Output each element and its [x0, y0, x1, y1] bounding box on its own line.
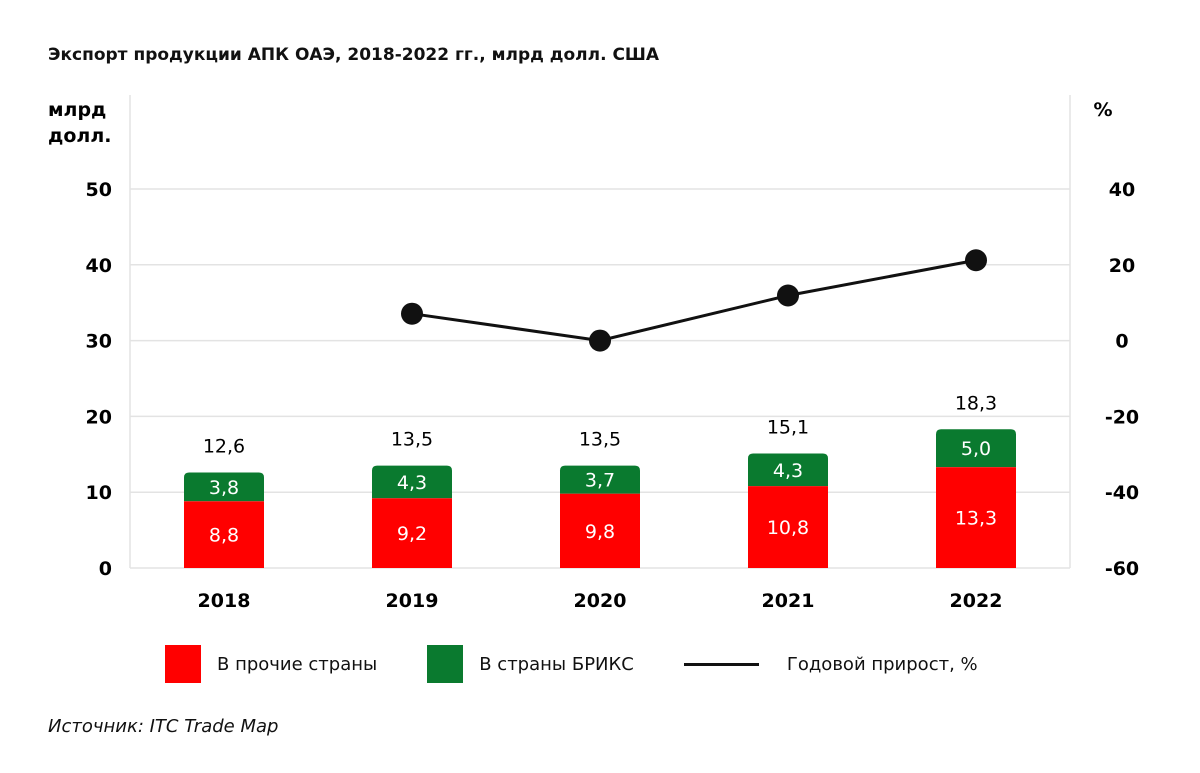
legend-item-other: В прочие страны: [165, 645, 377, 683]
bar-label-other: 9,8: [585, 521, 615, 543]
y-tick-label: 0: [99, 558, 112, 580]
bar-brics: [748, 453, 828, 487]
growth-point: [401, 302, 423, 325]
legend-swatch-other: [165, 645, 201, 683]
bar-total-label: 13,5: [579, 429, 621, 451]
bar-brics: [560, 465, 640, 494]
bar-label-brics: 4,3: [773, 460, 803, 482]
bar-other: [560, 493, 640, 568]
bar-brics: [936, 429, 1016, 468]
y-tick-label: 30: [86, 331, 112, 353]
x-tick-label: 2021: [762, 590, 815, 612]
y2-axis-label: %: [1093, 99, 1112, 121]
growth-line: [411, 258, 977, 343]
bar-label-other: 9,2: [397, 523, 427, 545]
bar-label-brics: 3,8: [209, 477, 239, 499]
x-tick-label: 2019: [386, 590, 439, 612]
bar-brics: [184, 472, 264, 502]
bar-label-brics: 4,3: [397, 472, 427, 494]
bar-brics: [372, 465, 452, 499]
growth-point: [777, 284, 799, 307]
bar-label-other: 10,8: [767, 517, 809, 539]
y2-tick-label: 20: [1109, 255, 1135, 277]
legend: В прочие страны В страны БРИКС Годовой п…: [165, 645, 1028, 683]
x-tick-label: 2020: [574, 590, 627, 612]
bar-label-other: 13,3: [955, 508, 997, 530]
legend-label-growth: Годовой прирост, %: [786, 653, 978, 675]
x-tick-label: 2018: [198, 590, 251, 612]
growth-point: [965, 249, 987, 272]
legend-item-growth: Годовой прирост, %: [683, 653, 978, 675]
y2-tick-label: -40: [1105, 482, 1139, 504]
y2-tick-label: -20: [1105, 406, 1139, 428]
bar-label-brics: 5,0: [961, 438, 991, 460]
y-tick-label: 50: [86, 179, 112, 201]
y-axis-label-line2: долл.: [48, 125, 111, 147]
y2-tick-label: 40: [1109, 179, 1135, 201]
bar-total-label: 13,5: [391, 429, 433, 451]
x-tick-label: 2022: [950, 590, 1003, 612]
legend-line-growth: [683, 662, 759, 666]
bar-other: [372, 498, 452, 568]
y-tick-label: 40: [86, 255, 112, 277]
bar-other: [184, 501, 264, 568]
chart-title: Экспорт продукции АПК ОАЭ, 2018-2022 гг.…: [48, 45, 660, 65]
y-tick-label: 20: [86, 406, 112, 428]
bar-label-other: 8,8: [209, 525, 239, 547]
y-tick-label: 10: [86, 482, 112, 504]
bar-other: [748, 486, 828, 568]
chart: 0 10 20 30 40 50 -60 -40 -20 0 20 40 млрд долл.% 8,8 3,…: [48, 95, 1139, 612]
bar-total-label: 15,1: [767, 417, 809, 439]
bar-total-label: 18,3: [955, 392, 997, 414]
bar-label-brics: 3,7: [585, 470, 615, 492]
source-note: Источник: ITC Trade Map: [48, 716, 279, 737]
bar-total-label: 12,6: [203, 435, 245, 457]
y2-tick-label: 0: [1115, 331, 1128, 353]
growth-point: [589, 329, 611, 352]
y-axis-label-line1: млрд: [48, 99, 106, 121]
legend-item-brics: В страны БРИКС: [427, 645, 634, 683]
y2-tick-label: -60: [1105, 558, 1139, 580]
legend-swatch-brics: [427, 645, 464, 683]
bar-other: [936, 467, 1016, 568]
legend-label-other: В прочие страны: [217, 653, 378, 675]
legend-label-brics: В страны БРИКС: [479, 653, 634, 675]
